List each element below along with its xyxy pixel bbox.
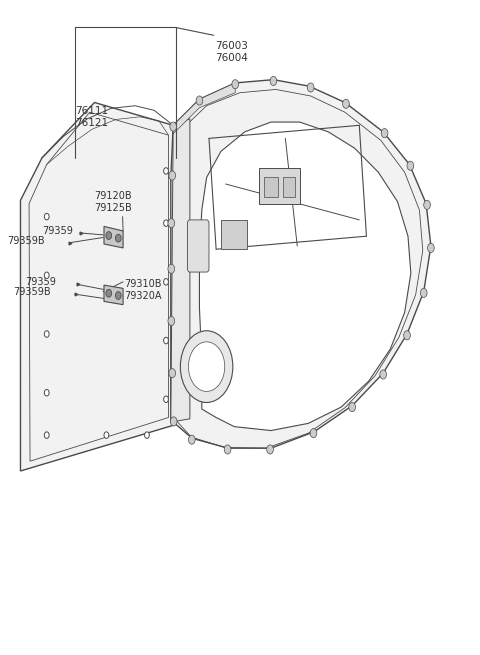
Text: 79359: 79359 [42, 226, 73, 236]
Circle shape [428, 244, 434, 252]
Circle shape [404, 331, 410, 340]
Circle shape [44, 331, 49, 337]
Circle shape [170, 122, 177, 131]
Text: 76111
76121: 76111 76121 [75, 105, 108, 128]
Circle shape [196, 96, 203, 105]
Text: 79359B: 79359B [8, 236, 45, 246]
Bar [221, 220, 247, 250]
Circle shape [168, 219, 175, 228]
Polygon shape [104, 227, 123, 248]
Circle shape [380, 370, 386, 379]
Circle shape [420, 288, 427, 297]
Circle shape [168, 264, 175, 273]
Circle shape [164, 220, 168, 227]
Circle shape [164, 168, 168, 174]
Circle shape [104, 432, 109, 438]
Circle shape [180, 331, 233, 403]
FancyBboxPatch shape [188, 220, 209, 272]
Circle shape [164, 396, 168, 403]
Circle shape [310, 428, 317, 438]
Circle shape [189, 435, 195, 444]
Circle shape [381, 128, 388, 138]
Text: 76003
76004: 76003 76004 [215, 41, 248, 62]
Circle shape [169, 369, 176, 378]
Circle shape [169, 171, 176, 180]
Text: 79359B: 79359B [13, 288, 51, 297]
Circle shape [170, 417, 177, 426]
Circle shape [349, 403, 356, 411]
Circle shape [164, 337, 168, 344]
Polygon shape [171, 80, 431, 448]
Circle shape [116, 234, 121, 242]
Circle shape [343, 99, 349, 108]
Polygon shape [199, 122, 411, 430]
Circle shape [168, 316, 175, 326]
Circle shape [407, 161, 414, 170]
Circle shape [44, 390, 49, 396]
Circle shape [424, 200, 431, 210]
Text: 79359: 79359 [25, 277, 56, 287]
Circle shape [307, 83, 314, 92]
Text: 79310B
79320A: 79310B 79320A [124, 278, 162, 301]
Bar [283, 178, 295, 197]
Circle shape [224, 445, 231, 454]
Circle shape [116, 291, 121, 299]
Circle shape [44, 432, 49, 438]
Circle shape [270, 77, 277, 86]
Circle shape [44, 214, 49, 220]
Circle shape [144, 432, 149, 438]
Polygon shape [171, 119, 190, 422]
Circle shape [232, 80, 239, 89]
Polygon shape [173, 83, 235, 134]
Circle shape [189, 342, 225, 392]
Polygon shape [21, 102, 173, 471]
Polygon shape [104, 285, 123, 305]
Circle shape [164, 278, 168, 285]
Bar [264, 178, 278, 197]
Circle shape [106, 290, 112, 297]
Circle shape [106, 232, 112, 240]
Text: 79120B
79125B: 79120B 79125B [95, 191, 132, 214]
FancyBboxPatch shape [259, 168, 300, 204]
Circle shape [44, 272, 49, 278]
Circle shape [267, 445, 274, 454]
